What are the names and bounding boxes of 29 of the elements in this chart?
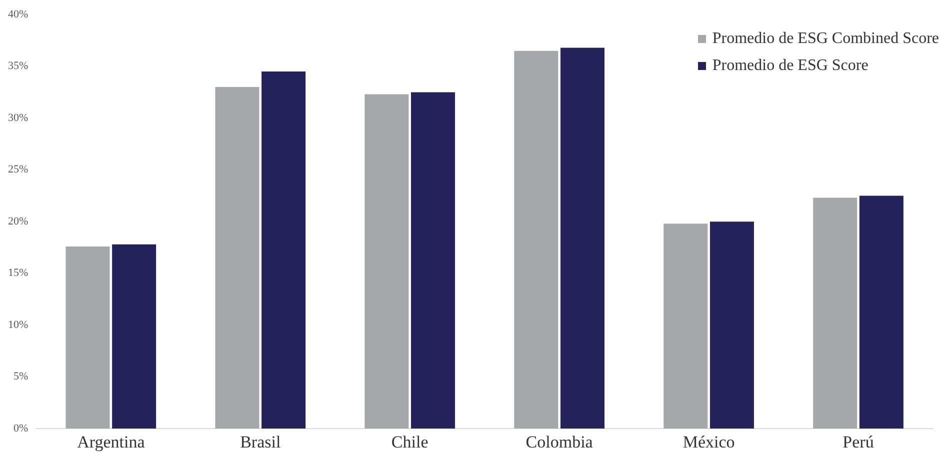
x-tick-label: México — [682, 432, 735, 452]
y-tick-label: 30% — [8, 112, 28, 124]
legend-label: Promedio de ESG Score — [712, 57, 868, 75]
x-tick-label: Colombia — [526, 432, 594, 452]
y-tick-label: 5% — [13, 370, 28, 383]
bar — [859, 196, 904, 429]
bar — [664, 224, 708, 429]
bar — [262, 72, 306, 429]
x-tick-label: Brasil — [240, 432, 281, 452]
y-tick-label: 15% — [8, 267, 28, 280]
bar — [514, 50, 558, 429]
bar — [813, 198, 858, 429]
x-tick-label: Chile — [391, 432, 428, 452]
bar — [710, 222, 754, 429]
y-tick-label: 35% — [8, 60, 28, 72]
legend-label: Promedio de ESG Combined Score — [712, 30, 939, 48]
x-tick-label: Perú — [842, 432, 874, 452]
bar — [215, 87, 260, 429]
bar — [560, 48, 604, 429]
y-tick-label: 20% — [8, 215, 28, 228]
y-tick-label: 25% — [8, 164, 28, 176]
bar — [364, 94, 409, 429]
y-tick-label: 0% — [13, 422, 28, 434]
y-tick-label: 40% — [8, 8, 28, 20]
bar — [112, 244, 156, 429]
x-tick-label: Argentina — [77, 432, 146, 452]
bar — [411, 92, 456, 429]
bar — [66, 246, 110, 429]
y-tick-label: 10% — [8, 318, 28, 331]
